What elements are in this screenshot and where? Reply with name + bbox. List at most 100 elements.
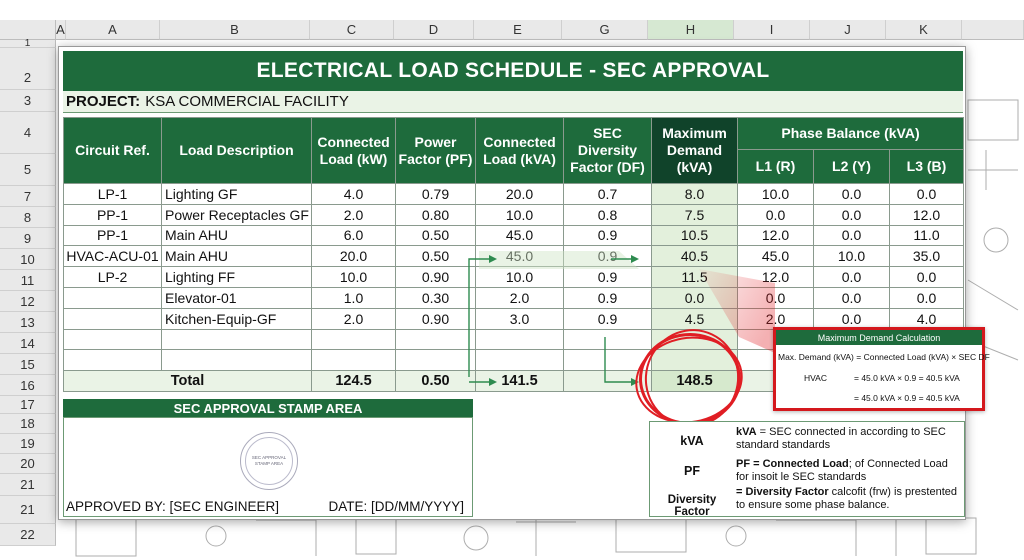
cell-max-demand[interactable]: 8.0 [651,183,738,205]
cell-phase-l3[interactable]: 4.0 [889,307,964,330]
cell-power-factor[interactable]: 0.80 [395,203,476,226]
cell-phase-l3[interactable]: 0.0 [889,286,964,309]
total-connected-kw[interactable]: 124.5 [311,370,396,392]
cell-phase-l3[interactable]: 0.0 [889,266,964,288]
row-header[interactable]: 21 [0,474,56,496]
header-maximum-demand[interactable]: Maximum Demand (kVA) [651,117,738,184]
header-circuit-ref[interactable]: Circuit Ref. [63,117,162,184]
stamp-area[interactable]: SEC APPROVAL STAMP AREA APPROVED BY: [SE… [63,417,473,517]
cell-max-demand[interactable]: 4.5 [651,307,738,330]
cell-diversity-factor[interactable]: 0.9 [563,286,652,309]
cell-power-factor[interactable]: 0.50 [395,224,476,247]
cell-connected-kva[interactable]: 45.0 [475,245,564,268]
row-header[interactable]: 19 [0,434,56,454]
header-l3[interactable]: L3 (B) [889,149,964,184]
cell-load-description[interactable]: Power Receptacles GF [161,203,312,226]
cell-circuit-ref[interactable] [63,328,162,351]
column-header-e[interactable]: E [474,20,562,40]
total-connected-kva[interactable]: 141.5 [475,370,564,392]
cell-phase-l1[interactable]: 2.0 [737,307,814,330]
cell-connected-kva[interactable] [475,349,564,372]
project-line[interactable]: PROJECT: KSA COMMERCIAL FACILITY [63,91,963,113]
row-header[interactable]: 2 [0,48,56,90]
cell-connected-kw[interactable]: 4.0 [311,183,396,205]
cell-power-factor[interactable]: 0.90 [395,307,476,330]
cell-diversity-factor[interactable]: 0.7 [563,183,652,205]
column-header-d[interactable]: D [394,20,474,40]
total-label[interactable]: Total [63,370,312,392]
header-phase-balance[interactable]: Phase Balance (kVA) [737,117,964,150]
cell-power-factor[interactable]: 0.79 [395,183,476,205]
row-header[interactable]: 21 [0,496,56,524]
column-header-k[interactable]: K [886,20,962,40]
column-header-a[interactable]: A [66,20,160,40]
cell-connected-kva[interactable]: 2.0 [475,286,564,309]
column-header-blank[interactable] [962,20,1024,40]
cell-diversity-factor[interactable] [563,328,652,351]
cell-circuit-ref[interactable] [63,286,162,309]
total-power-factor[interactable]: 0.50 [395,370,476,392]
cell-connected-kva[interactable]: 3.0 [475,307,564,330]
cell-connected-kva[interactable]: 20.0 [475,183,564,205]
cell-load-description[interactable] [161,349,312,372]
column-header-a-left[interactable]: A [56,20,66,40]
row-header[interactable]: 12 [0,291,56,312]
cell-load-description[interactable]: Main AHU [161,245,312,268]
cell-connected-kw[interactable] [311,328,396,351]
column-header-c[interactable]: C [310,20,394,40]
approval-date[interactable]: DATE: [DD/MM/YYYY] [328,499,464,514]
header-l1[interactable]: L1 (R) [737,149,814,184]
cell-connected-kw[interactable]: 20.0 [311,245,396,268]
cell-phase-l2[interactable]: 0.0 [813,266,890,288]
row-header[interactable]: 8 [0,207,56,228]
cell-connected-kw[interactable]: 6.0 [311,224,396,247]
cell-circuit-ref[interactable]: PP-1 [63,224,162,247]
row-header[interactable]: 5 [0,154,56,186]
cell-load-description[interactable]: Main AHU [161,224,312,247]
cell-phase-l1[interactable]: 10.0 [737,183,814,205]
cell-connected-kw[interactable]: 10.0 [311,266,396,288]
cell-circuit-ref[interactable]: LP-1 [63,183,162,205]
cell-phase-l2[interactable]: 0.0 [813,286,890,309]
row-header[interactable]: 11 [0,270,56,291]
cell-circuit-ref[interactable]: PP-1 [63,203,162,226]
row-header[interactable]: 22 [0,524,56,546]
cell-load-description[interactable]: Elevator-01 [161,286,312,309]
cell-phase-l2[interactable]: 0.0 [813,203,890,226]
cell-phase-l2[interactable]: 0.0 [813,183,890,205]
cell-phase-l3[interactable]: 35.0 [889,245,964,268]
row-header[interactable]: 16 [0,375,56,396]
cell-power-factor[interactable]: 0.50 [395,245,476,268]
cell-max-demand[interactable]: 40.5 [651,245,738,268]
row-header[interactable]: 3 [0,90,56,112]
approved-by[interactable]: APPROVED BY: [SEC ENGINEER] [66,499,280,514]
cell-circuit-ref[interactable] [63,307,162,330]
cell-circuit-ref[interactable]: LP-2 [63,266,162,288]
cell-phase-l1[interactable]: 0.0 [737,286,814,309]
cell-diversity-factor[interactable]: 0.9 [563,245,652,268]
cell-power-factor[interactable]: 0.30 [395,286,476,309]
row-header[interactable]: 15 [0,354,56,375]
cell-phase-l2[interactable]: 0.0 [813,307,890,330]
cell-max-demand[interactable]: 7.5 [651,203,738,226]
cell-diversity-factor[interactable]: 0.8 [563,203,652,226]
cell-phase-l3[interactable]: 0.0 [889,183,964,205]
header-connected-load-kva[interactable]: Connected Load (kVA) [475,117,564,184]
cell-connected-kva[interactable]: 10.0 [475,203,564,226]
cell-phase-l3[interactable]: 11.0 [889,224,964,247]
header-connected-load-kw[interactable]: Connected Load (kW) [311,117,396,184]
cell-diversity-factor[interactable]: 0.9 [563,266,652,288]
header-load-description[interactable]: Load Description [161,117,312,184]
cell-load-description[interactable]: Lighting FF [161,266,312,288]
row-header[interactable]: 10 [0,249,56,270]
cell-max-demand[interactable]: 11.5 [651,266,738,288]
column-header-i[interactable]: I [734,20,810,40]
cell-load-description[interactable]: Kitchen-Equip-GF [161,307,312,330]
cell-phase-l1[interactable]: 12.0 [737,224,814,247]
cell-power-factor[interactable] [395,349,476,372]
row-header[interactable]: 4 [0,112,56,154]
cell-phase-l1[interactable]: 45.0 [737,245,814,268]
cell-phase-l1[interactable]: 0.0 [737,203,814,226]
row-header[interactable]: 17 [0,396,56,414]
cell-circuit-ref[interactable] [63,349,162,372]
